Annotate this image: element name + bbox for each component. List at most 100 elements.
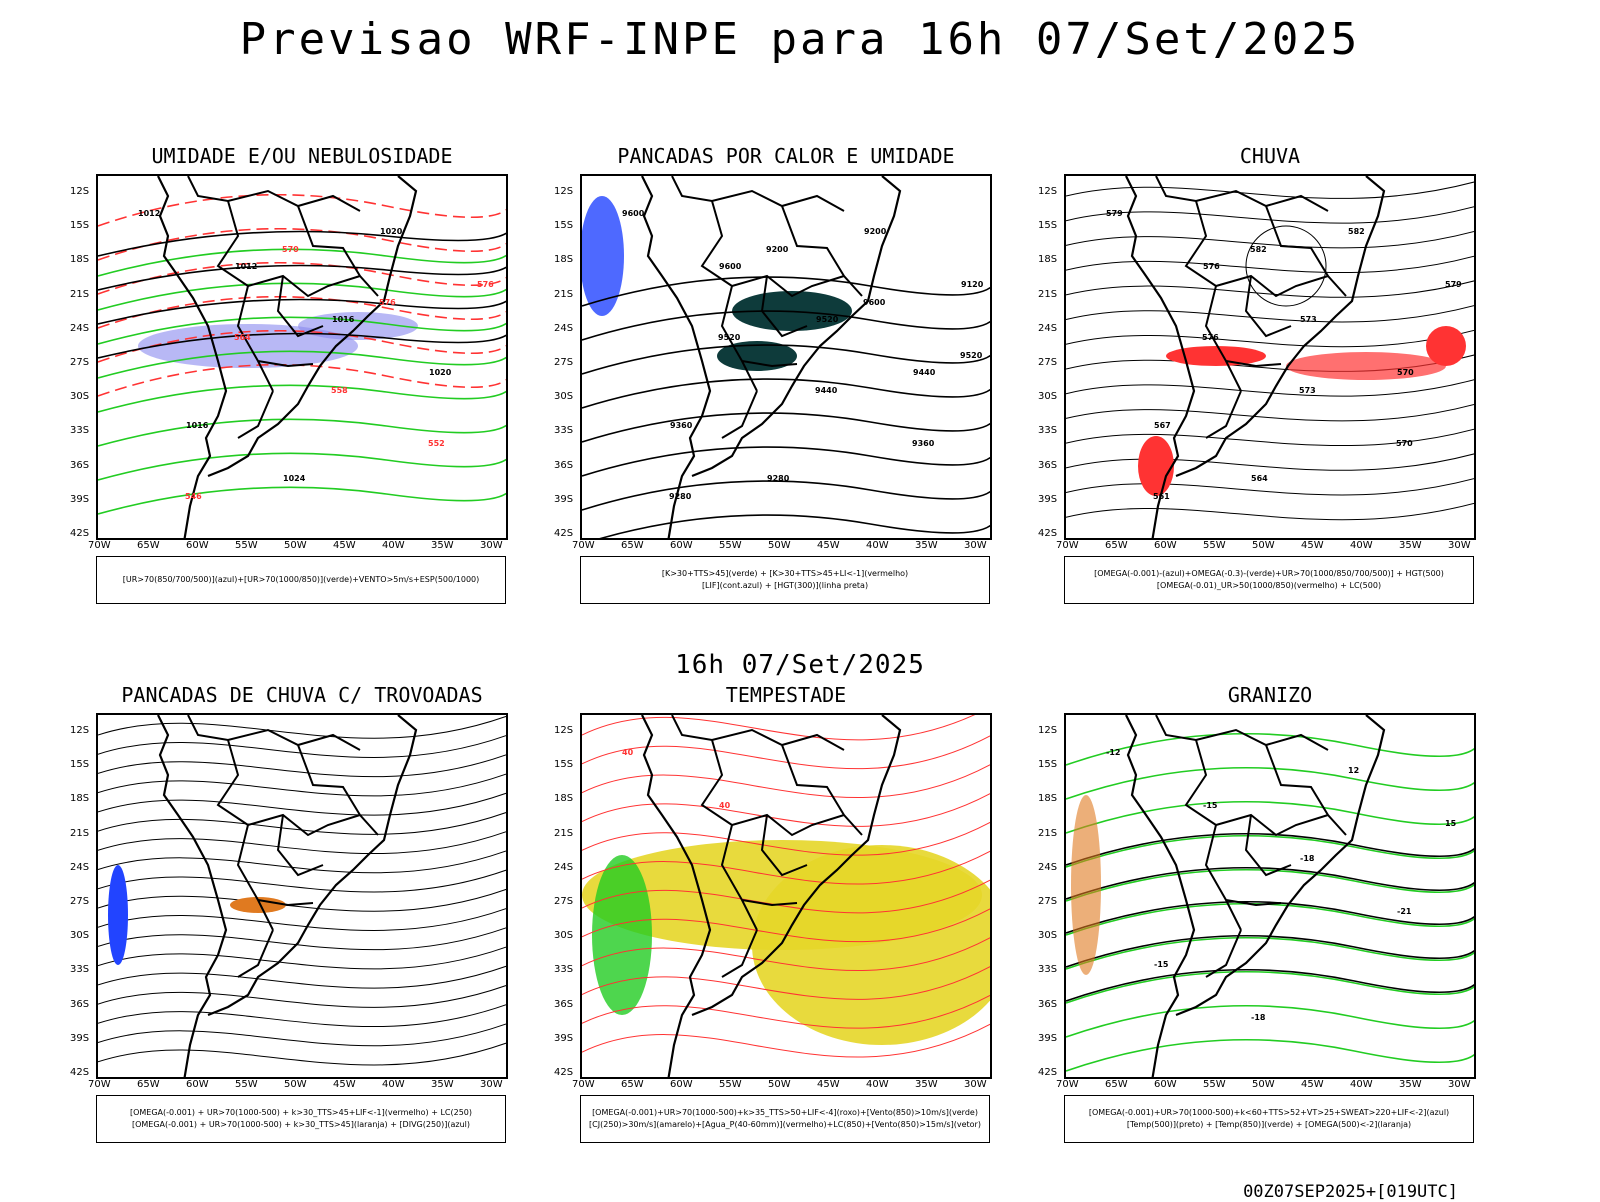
contour-line: [1066, 1038, 1474, 1072]
contour-label: -15: [1154, 960, 1169, 969]
latitude-label: 18S: [1038, 793, 1058, 805]
legend-line: [OMEGA(-0.001)+UR>70(1000-500)+k<60+TTS>…: [1088, 1108, 1450, 1117]
longitude-label: 60W: [670, 1079, 693, 1090]
legend-line: [LIF](cont.azul) + [HGT(300)](linha pret…: [701, 581, 869, 590]
legend-box: [OMEGA(-0.001)-(azul)+OMEGA(-0.3)-(verde…: [1064, 556, 1474, 604]
contour-line: [1066, 866, 1474, 900]
lif-cells: [582, 196, 624, 316]
streamline: [1066, 305, 1474, 323]
longitude-label: 50W: [1252, 540, 1275, 551]
contour-label: 9600: [719, 262, 742, 271]
latitude-label: 15S: [554, 759, 574, 771]
political-borders: [1155, 715, 1347, 978]
contour-line: [98, 298, 506, 325]
latitude-label: 42S: [70, 1067, 90, 1078]
legend-line: [UR>70(850/700/500)](azul)+[UR>70(1000/8…: [122, 575, 480, 584]
longitude-label: 30W: [1448, 540, 1471, 551]
contour-label: 576: [1202, 333, 1219, 342]
contour-label: 546: [185, 492, 202, 501]
latitude-label: 18S: [1038, 254, 1058, 266]
latitude-label: 15S: [554, 220, 574, 232]
political-borders: [1155, 176, 1347, 439]
streamline: [98, 984, 506, 1008]
latitude-label: 15S: [70, 220, 90, 232]
longitude-label: 50W: [1252, 1079, 1275, 1090]
latitude-label: 39S: [1038, 1032, 1058, 1044]
panel-title: TEMPESTADE: [725, 683, 847, 707]
contour-line: [98, 282, 506, 311]
latitude-label: 21S: [70, 827, 90, 839]
contour-label: 1012: [235, 262, 257, 271]
contour-label: 9440: [815, 386, 838, 395]
longitude-label: 45W: [333, 540, 356, 551]
contour-line: [98, 384, 506, 413]
longitude-label: 60W: [1154, 1079, 1177, 1090]
longitude-label: 35W: [1399, 540, 1422, 551]
latitude-label: 12S: [554, 725, 574, 736]
streamline: [98, 773, 506, 797]
latitude-label: 18S: [70, 254, 90, 266]
contour-label: 9520: [718, 333, 741, 342]
contour-label: 9200: [766, 245, 789, 254]
latitude-label: 30S: [70, 391, 90, 403]
political-borders: [671, 176, 863, 439]
contour-line: [582, 446, 990, 477]
contour-label: 576: [379, 298, 396, 307]
latitude-label: 36S: [1038, 459, 1058, 471]
contour-label: 576: [1203, 262, 1220, 271]
longitude-label: 50W: [768, 1079, 791, 1090]
map-canvas: 9600 9600 9520 9440 9360 9280 9200 9120 9520 9440…: [582, 176, 990, 538]
omega-area: [1071, 795, 1101, 975]
latitude-label: 33S: [554, 964, 574, 976]
contour-label: 9200: [864, 227, 887, 236]
streamline: [98, 831, 506, 854]
contour-label: 1012: [138, 209, 160, 218]
contour-label: 1016: [332, 315, 355, 324]
contour-label: 576: [477, 280, 494, 289]
rain-area: [1166, 346, 1266, 366]
contour-line: [1066, 868, 1474, 902]
contour-line: [98, 248, 506, 277]
contour-label: -15: [1203, 801, 1218, 810]
latitude-label: 39S: [70, 1032, 90, 1044]
contour-label: 579: [1445, 280, 1462, 289]
longitude-label: 30W: [964, 540, 987, 551]
contour-label: 1024: [283, 474, 306, 483]
streamline: [582, 764, 990, 798]
weather-map: -12 -15 -18 -21 -15 -18 12 15: [1064, 713, 1476, 1079]
strong-wind-area: [592, 855, 652, 1015]
map-canvas: -12 -15 -18 -21 -15 -18 12 15: [1066, 715, 1474, 1077]
contour-line: [1066, 834, 1474, 868]
streamline: [1066, 502, 1474, 521]
longitude-label: 40W: [866, 540, 889, 551]
streamline: [1066, 280, 1474, 298]
streamline: [1066, 206, 1474, 224]
weather-map: 40 40: [580, 713, 992, 1079]
contour-label: 570: [282, 245, 299, 254]
latitude-label: 36S: [70, 459, 90, 471]
latitude-label: 18S: [70, 793, 90, 805]
longitude-label: 70W: [572, 540, 595, 551]
latitude-label: 21S: [554, 827, 574, 839]
longitude-label: 35W: [915, 1079, 938, 1090]
longitude-label: 45W: [333, 1079, 356, 1090]
streamline: [98, 1004, 506, 1027]
contour-label: 564: [234, 333, 251, 342]
contour-line: [1066, 936, 1474, 970]
contour-line: [98, 363, 506, 397]
longitude-label: 55W: [235, 1079, 258, 1090]
latitude-label: 42S: [1038, 1067, 1058, 1078]
contour-label: -12: [1106, 748, 1120, 757]
contour-label: 40: [622, 748, 634, 757]
streamline: [98, 927, 506, 951]
longitude-label: 60W: [186, 540, 209, 551]
contour-label: 12: [1348, 766, 1359, 775]
latitude-label: 15S: [1038, 220, 1058, 232]
longitude-label: 30W: [480, 540, 503, 551]
coastline: [157, 715, 418, 1077]
streamline: [1066, 428, 1474, 447]
streamline: [1066, 453, 1474, 471]
latitude-label: 30S: [70, 930, 90, 942]
legend-line: [OMEGA(-0.001) + UR>70(1000-500) + k>30_…: [129, 1108, 473, 1117]
latitude-label: 33S: [1038, 425, 1058, 437]
